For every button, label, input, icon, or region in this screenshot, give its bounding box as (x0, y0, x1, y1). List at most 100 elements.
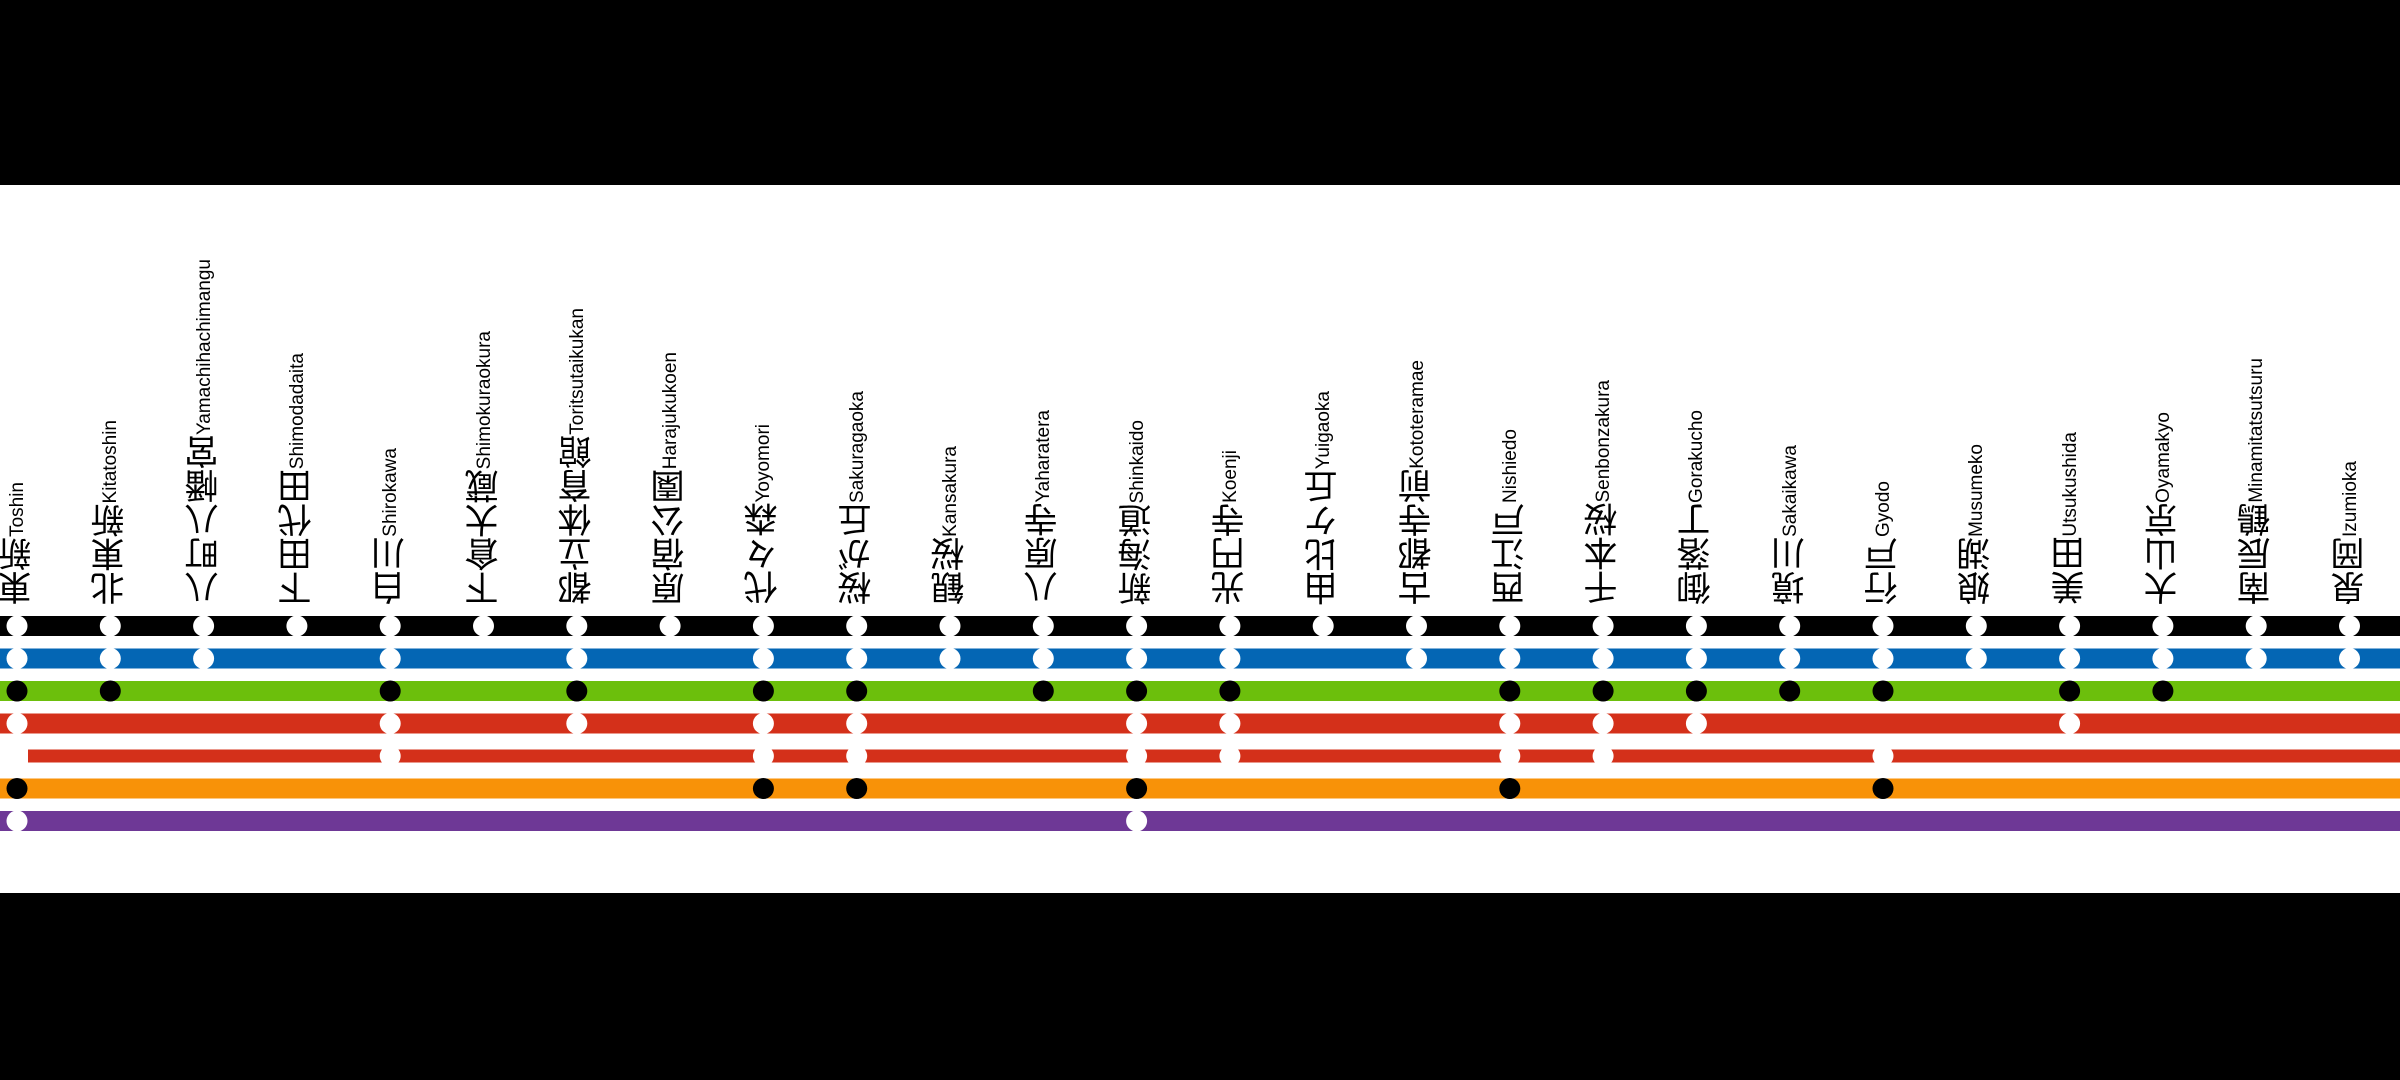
line-5-stop[interactable] (1499, 745, 1521, 767)
line-7-stop[interactable] (6, 810, 28, 832)
station-label[interactable]: 下田代田Shimodadaita (278, 353, 318, 605)
station-label[interactable]: 大山京Oyamakyo (2144, 412, 2184, 605)
station-label[interactable]: 桜が丘Sakuragaoka (838, 391, 878, 605)
line-4-stop[interactable] (1499, 713, 1521, 734)
line-4-stop[interactable] (846, 713, 868, 734)
line-1-stop[interactable] (659, 615, 681, 637)
station-label[interactable]: 都立体育館Toritsutaikukan (558, 308, 598, 605)
line-1-stop[interactable] (1499, 615, 1521, 637)
line-4-stop[interactable] (1685, 713, 1707, 734)
line-2-stop[interactable] (193, 648, 215, 669)
station-label[interactable]: 由比ケ丘Yuigaoka (1304, 391, 1344, 605)
line-6-stop[interactable] (1872, 778, 1894, 799)
line-1-stop[interactable] (1592, 615, 1614, 637)
line-2-stop[interactable] (752, 648, 774, 669)
line-1-stop[interactable] (1779, 615, 1801, 637)
line-1-stop[interactable] (846, 615, 868, 637)
line-1-stop[interactable] (473, 615, 494, 637)
line-4-stop[interactable] (2059, 713, 2081, 734)
line-2-stop[interactable] (2339, 648, 2360, 669)
line-3-stop[interactable] (1032, 680, 1054, 702)
line-3-stop[interactable] (1872, 680, 1894, 702)
line-1-stop[interactable] (1872, 615, 1894, 637)
line-5-stop[interactable] (1592, 745, 1614, 767)
line-3-stop[interactable] (1219, 680, 1241, 702)
station-label[interactable]: 原宿公園Harajukukoen (651, 352, 691, 605)
station-label[interactable]: 行戸Gyodo (1864, 481, 1904, 605)
line-6-stop[interactable] (752, 778, 774, 799)
station-label[interactable]: 古都寺前Kototeramae (1398, 360, 1438, 605)
station-label[interactable]: 観桜Kansakura (931, 446, 971, 605)
line-1-stop[interactable] (1126, 615, 1148, 637)
line-3-stop[interactable] (846, 680, 868, 702)
line-1-stop[interactable] (193, 615, 215, 637)
line-2-stop[interactable] (1406, 648, 1427, 669)
line-3-stop[interactable] (1126, 680, 1148, 702)
station-label[interactable]: 境川Sakaikawa (1771, 445, 1811, 605)
line-2-stop[interactable] (1685, 648, 1707, 669)
station-label[interactable]: 東新Toshin (0, 482, 38, 605)
line-1-stop[interactable] (752, 615, 774, 637)
line-2-stop[interactable] (379, 648, 401, 669)
line-2-stop[interactable] (1499, 648, 1521, 669)
line-5-stop[interactable] (1219, 745, 1241, 767)
line-1-stop[interactable] (2339, 615, 2360, 637)
station-label[interactable]: 美田Utsukushida (2051, 432, 2091, 605)
line-2-stop[interactable] (2152, 648, 2174, 669)
station-label[interactable]: 八町八幡宮Yamachihachimangu (185, 259, 225, 605)
line-2-stop[interactable] (846, 648, 868, 669)
line-3-stop[interactable] (1499, 680, 1521, 702)
line-1-stop[interactable] (1219, 615, 1241, 637)
line-1-stop[interactable] (1965, 615, 1987, 637)
line-6-stop[interactable] (1499, 778, 1521, 799)
line-3-stop[interactable] (99, 680, 121, 702)
line-1-stop[interactable] (2245, 615, 2267, 637)
station-label[interactable]: 娘湖Musumeko (1957, 444, 1997, 605)
line-2-stop[interactable] (939, 648, 961, 669)
station-label[interactable]: 代々森Yoyomori (744, 424, 784, 605)
line-2-stop[interactable] (99, 648, 121, 669)
station-label[interactable]: 泉岡Izumioka (2331, 461, 2371, 605)
line-2-stop[interactable] (1592, 648, 1614, 669)
line-5-stop[interactable] (379, 745, 401, 767)
line-1-stop[interactable] (99, 615, 121, 637)
line-2-stop[interactable] (1965, 648, 1987, 669)
line-1-stop[interactable] (566, 615, 588, 637)
line-3-stop[interactable] (1592, 680, 1614, 702)
line-5-stop[interactable] (1872, 745, 1894, 767)
line-5-stop[interactable] (1126, 745, 1148, 767)
line-3-stop[interactable] (2152, 680, 2174, 702)
line-3-stop[interactable] (752, 680, 774, 702)
line-2-stop[interactable] (2245, 648, 2267, 669)
line-3-stop[interactable] (566, 680, 588, 702)
line-7-stop[interactable] (1126, 810, 1148, 832)
line-1-stop[interactable] (1406, 615, 1427, 637)
station-label[interactable]: 南辰鶴Minamitatsutsuru (2237, 358, 2277, 605)
station-label[interactable]: 御落丁Gorakucho (1677, 410, 1717, 605)
line-2-stop[interactable] (1779, 648, 1801, 669)
line-2-stop[interactable] (1872, 648, 1894, 669)
line-3-stop[interactable] (1779, 680, 1801, 702)
line-3-stop[interactable] (1685, 680, 1707, 702)
station-label[interactable]: 白川Shirokawa (371, 448, 411, 605)
line-4-stop[interactable] (752, 713, 774, 734)
station-label[interactable]: 千本桜Senbonzakura (1584, 380, 1624, 605)
station-label[interactable]: 光円寺Koenji (1211, 450, 1251, 605)
line-4-stop[interactable] (566, 713, 588, 734)
station-label[interactable]: 西江戸Nishiedo (1491, 429, 1531, 605)
line-5-stop[interactable] (846, 745, 868, 767)
station-label[interactable]: 八原寺Yaharatera (1024, 410, 1064, 605)
line-5-stop[interactable] (752, 745, 774, 767)
line-2-stop[interactable] (1126, 648, 1148, 669)
station-label[interactable]: 北東新Kitatoshin (91, 420, 131, 605)
station-label[interactable]: 下倉大蔵Shimokuraokura (465, 331, 505, 605)
line-1-stop[interactable] (939, 615, 961, 637)
line-2-stop[interactable] (1219, 648, 1241, 669)
line-4-stop[interactable] (6, 713, 28, 734)
line-1-stop[interactable] (379, 615, 401, 637)
line-1-stop[interactable] (286, 615, 308, 637)
line-6-stop[interactable] (846, 778, 868, 799)
line-4-stop[interactable] (1219, 713, 1241, 734)
line-2-stop[interactable] (2059, 648, 2081, 669)
line-1-stop[interactable] (1312, 615, 1334, 637)
